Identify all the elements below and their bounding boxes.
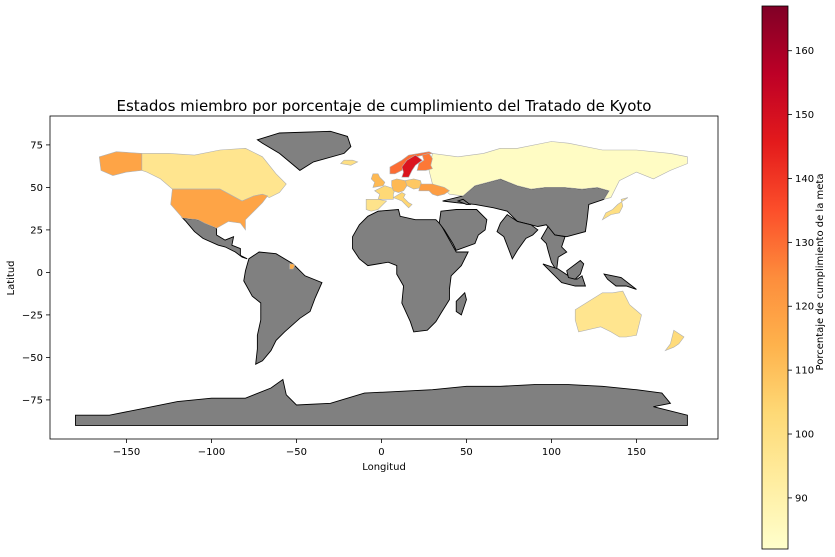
colorbar-tick-label: 130	[795, 238, 814, 249]
land-borneo	[566, 259, 585, 280]
region-suecia	[401, 154, 423, 178]
y-axis: 75 50 25 0 −25 −50 −75	[22, 140, 50, 406]
x-tick-label: 50	[460, 447, 473, 458]
region-reino-unido	[370, 173, 386, 188]
y-tick-label: 50	[30, 183, 43, 194]
region-islandia	[340, 159, 359, 166]
y-axis-label: Latitud	[6, 260, 17, 295]
land-antarctica	[75, 378, 688, 426]
region-rusia	[428, 141, 688, 200]
x-axis-label: Longitud	[362, 462, 406, 473]
colorbar-tick-label: 90	[795, 493, 808, 504]
region-finlandia	[416, 153, 433, 171]
land-middle-east	[438, 209, 488, 251]
region-ucrania	[418, 183, 450, 197]
y-tick-label: −50	[22, 353, 43, 364]
colorbar-tick-label: 140	[795, 174, 814, 185]
colorbar-tick-label: 100	[795, 430, 814, 441]
land-mexico-central-america	[181, 217, 248, 260]
region-estados-unidos	[170, 188, 269, 231]
land-africa	[352, 209, 469, 333]
region-nueva-zelanda	[664, 329, 685, 352]
land-indonesia	[542, 263, 587, 287]
map-plot-area	[75, 130, 688, 426]
chart-title: Estados miembro por porcentaje de cumpli…	[117, 97, 652, 115]
colorbar-label: Porcentaje de cumplimiento de la meta	[815, 174, 826, 371]
colorbar-tick-label: 160	[795, 46, 814, 57]
region-noruega	[389, 151, 434, 175]
x-tick-label: 100	[542, 447, 561, 458]
y-tick-label: −75	[22, 395, 43, 406]
colorbar-tick-label: 120	[795, 302, 814, 313]
land-greenland	[256, 130, 352, 171]
region-alaska-ee-uu	[98, 151, 143, 176]
colorbar-ticks: 90 100 110 120 130 140 150 160	[788, 46, 814, 504]
land-southeast-asia	[540, 225, 568, 273]
land-new-guinea	[603, 273, 637, 290]
x-tick-label: −150	[113, 447, 140, 458]
colorbar-tick-label: 150	[795, 110, 814, 121]
land-madagascar	[455, 291, 467, 316]
region-guayana-francesa	[289, 263, 296, 270]
region-australia	[574, 290, 642, 338]
y-tick-label: 75	[30, 140, 43, 151]
x-tick-label: −50	[286, 447, 307, 458]
y-tick-label: 25	[30, 225, 43, 236]
x-tick-label: −100	[198, 447, 225, 458]
region-espana	[365, 199, 388, 212]
x-tick-label: 150	[627, 447, 646, 458]
land-india	[496, 213, 539, 260]
region-japon	[601, 197, 629, 221]
region-italia	[392, 192, 413, 209]
plot-frame	[49, 115, 719, 440]
region-alemania	[391, 178, 408, 193]
y-tick-label: −25	[22, 310, 43, 321]
x-axis: −150 −100 −50 0 50 100 150	[113, 439, 646, 458]
region-francia	[374, 185, 396, 200]
x-tick-label: 0	[378, 447, 384, 458]
y-tick-label: 0	[37, 268, 43, 279]
colorbar-tick-label: 110	[795, 366, 814, 377]
land-south-america	[243, 251, 323, 365]
land-arabian-peninsula-extra	[456, 198, 472, 205]
colorbar	[761, 5, 789, 550]
